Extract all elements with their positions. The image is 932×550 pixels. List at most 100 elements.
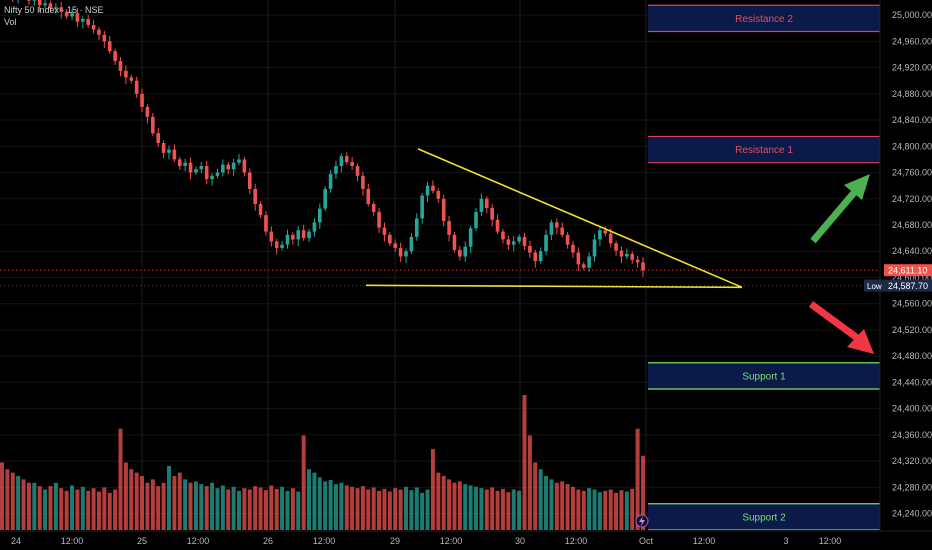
low-tag-bg	[864, 279, 884, 292]
candle-body	[436, 190, 441, 199]
volume-bar	[436, 472, 441, 530]
candle-body	[366, 188, 371, 205]
volume-bar	[624, 491, 629, 530]
volume-bar	[290, 488, 295, 530]
candle-body	[172, 149, 177, 160]
volume-bar	[597, 492, 602, 530]
candle-body	[339, 156, 344, 166]
candle-body	[215, 172, 220, 176]
volume-bar	[269, 485, 274, 530]
volume-bar	[166, 465, 171, 530]
candle-body	[603, 230, 608, 234]
time-axis-bg	[0, 530, 932, 550]
candle-body	[129, 77, 134, 81]
volume-bar	[641, 455, 645, 530]
zone-fill	[648, 5, 881, 32]
volume-bar	[247, 489, 252, 530]
bullish-arrow-shaft	[810, 185, 861, 244]
volume-bar	[484, 489, 489, 530]
zone-support-4: Support 2	[648, 503, 881, 531]
volume-bar	[188, 482, 193, 530]
candle-body	[301, 230, 306, 239]
candle-body	[183, 162, 187, 166]
volume-bar	[576, 489, 581, 530]
volume-bar	[608, 489, 613, 530]
volume-bar	[253, 486, 258, 530]
candle-body	[511, 241, 516, 245]
candle-body	[404, 251, 408, 257]
candle-body	[113, 51, 117, 62]
price-tick-label: 24,760.00	[892, 168, 932, 178]
low-tag-label: Low	[867, 282, 882, 291]
time-tick-label: 24	[11, 536, 21, 546]
candle-body	[544, 234, 548, 252]
candle-body	[409, 236, 414, 252]
volume-bar	[75, 489, 80, 530]
candle-body	[576, 252, 581, 265]
candle-body	[70, 13, 74, 17]
volume-bar	[123, 462, 128, 530]
candle-body	[124, 70, 128, 78]
candle-body	[91, 24, 96, 30]
candle-body	[285, 234, 290, 245]
volume-bar	[113, 489, 118, 530]
price-tick-label: 24,680.00	[892, 220, 932, 230]
volume-bar	[263, 490, 268, 530]
volume-bar	[16, 476, 21, 530]
volume-bar	[307, 469, 312, 530]
price-badge-label: 24,611.10	[888, 266, 927, 276]
candle-body	[43, 3, 47, 6]
volume-bar	[21, 479, 26, 530]
candle-body	[307, 231, 311, 239]
volume-bar	[274, 488, 279, 530]
volume-bar	[80, 486, 85, 530]
descending-trendline	[417, 148, 743, 289]
volume-bar	[366, 489, 371, 530]
candle-body	[587, 256, 591, 268]
candle-body	[608, 233, 613, 244]
volume-bar	[285, 490, 290, 530]
volume-bar	[59, 488, 64, 530]
candle-body	[221, 164, 225, 173]
volume-bar	[86, 490, 91, 530]
volume-bar	[420, 492, 425, 530]
candle-body	[560, 227, 565, 235]
candle-body	[280, 244, 284, 248]
volume-bar	[517, 490, 522, 530]
volume-bar	[193, 481, 198, 530]
candle-body	[355, 165, 360, 176]
volume-bar	[215, 488, 220, 530]
volume-bar	[409, 490, 414, 530]
volume-bar	[226, 489, 231, 530]
volume-bar	[53, 482, 58, 530]
volume-bar	[468, 485, 473, 530]
candle-body	[48, 3, 53, 9]
volume-bar	[237, 490, 242, 530]
bearish-arrow-head	[847, 329, 874, 354]
candle-body	[80, 19, 85, 22]
candle-body	[350, 162, 354, 166]
volume-bar	[70, 485, 75, 530]
candle-body	[468, 228, 473, 247]
volume-bar	[91, 488, 96, 530]
candle-body	[258, 204, 263, 216]
candle-body	[388, 234, 392, 244]
volume-bar	[360, 486, 365, 530]
volume-bar	[414, 487, 419, 530]
volume-bar	[387, 491, 392, 530]
volume-bar	[145, 482, 150, 530]
candle-body	[167, 149, 171, 153]
volume-bar	[371, 487, 376, 530]
candle-body	[533, 252, 538, 262]
candle-body	[318, 208, 322, 223]
price-tick-label: 24,400.00	[892, 404, 932, 414]
bearish-arrow-shaft	[808, 301, 863, 343]
symbol-title: Nifty 50 Index · 15 · NSE	[4, 5, 104, 15]
candle-body	[630, 253, 635, 260]
zone-label: Support 2	[742, 512, 786, 523]
volume-bar	[210, 482, 215, 530]
volume-bar	[474, 486, 479, 530]
candle-body	[398, 247, 403, 257]
volume-bar	[5, 469, 10, 530]
